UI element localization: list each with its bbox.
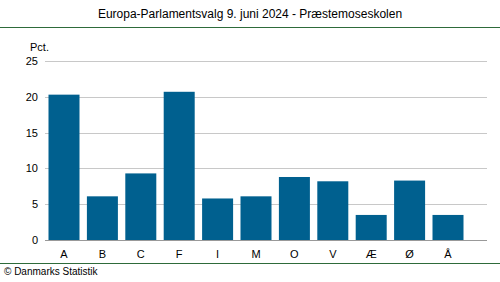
y-tick-label: 25 [26, 55, 38, 67]
bar [164, 92, 195, 240]
bar [49, 95, 80, 240]
grid-line [45, 133, 487, 134]
y-tick-label: 0 [32, 234, 38, 246]
bar [317, 181, 348, 240]
grid-line [45, 168, 487, 169]
y-axis-label: Pct. [30, 41, 49, 53]
y-tick-label: 20 [26, 91, 38, 103]
bar [356, 215, 387, 240]
bar [87, 196, 118, 240]
x-tick-label: A [60, 248, 68, 260]
x-tick-label: Å [444, 248, 452, 260]
grid-line [45, 97, 487, 98]
x-tick-label: M [251, 248, 260, 260]
bar [279, 177, 310, 240]
bar [433, 215, 464, 240]
footer-rule [0, 263, 500, 264]
header-rule [0, 27, 500, 28]
x-tick-label: I [216, 248, 219, 260]
y-tick-label: 15 [26, 127, 38, 139]
x-tick-label: O [290, 248, 299, 260]
y-tick-label: 5 [32, 198, 38, 210]
x-tick-label: F [176, 248, 183, 260]
x-tick-label: V [329, 248, 337, 260]
bar [241, 196, 272, 240]
grid-line [45, 61, 487, 62]
y-tick-label: 10 [26, 162, 38, 174]
bar [202, 198, 233, 240]
bar [394, 181, 425, 240]
title: Europa-Parlamentsvalg 9. juni 2024 - Præ… [98, 7, 402, 21]
x-tick-label: Ø [405, 248, 414, 260]
source: © Danmarks Statistik [4, 266, 99, 277]
x-tick-label: Æ [366, 248, 377, 260]
chart-container: Europa-Parlamentsvalg 9. juni 2024 - Præ… [0, 0, 500, 282]
bars [49, 92, 464, 240]
grid-line [45, 240, 487, 241]
chart: Europa-Parlamentsvalg 9. juni 2024 - Præ… [0, 0, 500, 282]
x-tick-label: B [99, 248, 106, 260]
bar [125, 173, 156, 240]
x-tick-label: C [137, 248, 145, 260]
